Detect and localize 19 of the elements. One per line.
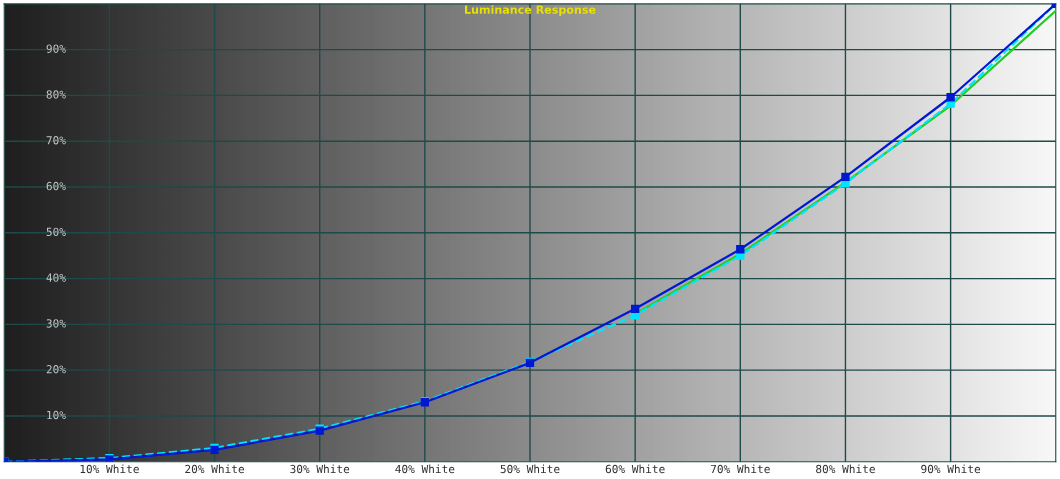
x-tick-label: 30% White	[290, 464, 350, 474]
y-tick-label: 30%	[46, 319, 66, 328]
y-tick-label: 60%	[46, 181, 66, 191]
y-tick-label: 10%	[47, 410, 66, 420]
y-tick-label: 90%	[46, 44, 66, 53]
x-tick-label: 20% White	[185, 464, 244, 474]
y-tick-label: 20%	[46, 365, 66, 374]
y-tick-label: 40%	[46, 273, 66, 282]
x-tick-label: 60% White	[605, 464, 665, 474]
x-tick-label: 50% White	[500, 464, 560, 474]
x-tick-label: 80% White	[816, 464, 875, 474]
chart-title: Luminance Response	[465, 5, 596, 16]
x-tick-label: 70% White	[710, 464, 770, 474]
y-tick-label: 50%	[46, 227, 66, 237]
x-tick-label: 10% White	[80, 464, 139, 474]
x-tick-label: 90% White	[921, 464, 981, 474]
x-tick-label: 40% White	[395, 464, 455, 474]
y-tick-label: 70%	[46, 136, 66, 145]
y-tick-label: 80%	[46, 90, 66, 99]
